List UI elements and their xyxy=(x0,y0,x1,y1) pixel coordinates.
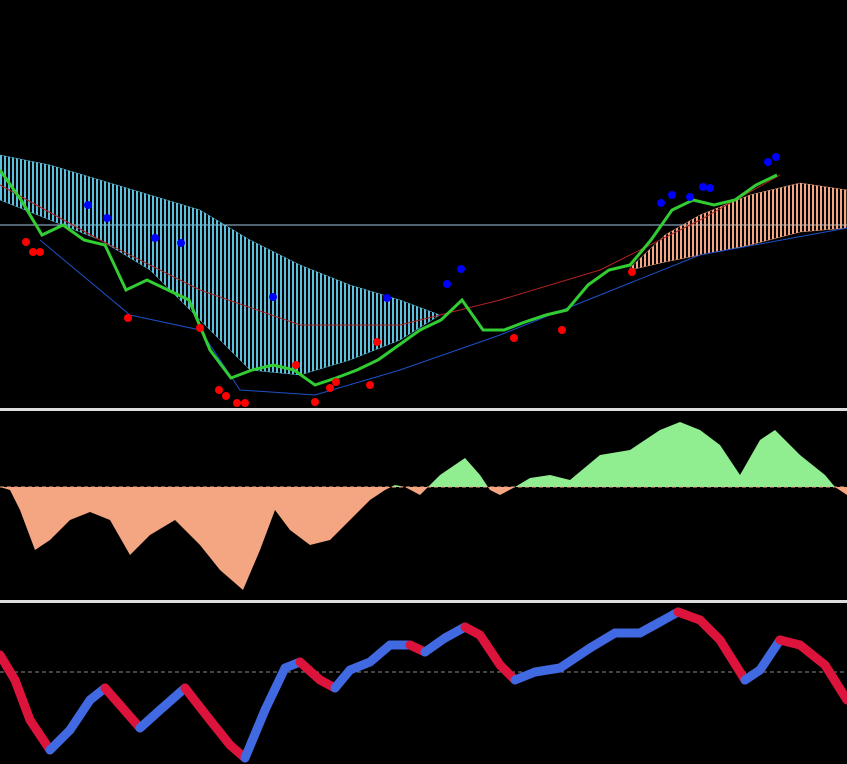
oscillator-segment xyxy=(820,660,847,705)
panel-separator xyxy=(0,600,847,603)
signal-dot xyxy=(332,378,340,386)
signal-dot xyxy=(657,199,665,207)
oscillator-segment xyxy=(585,628,620,653)
signal-dot xyxy=(311,398,319,406)
signal-dot xyxy=(686,193,694,201)
signal-dot xyxy=(222,392,230,400)
positive-area xyxy=(0,422,847,487)
signal-dot xyxy=(103,214,111,222)
oscillator-segment xyxy=(115,700,145,733)
signal-dot xyxy=(151,234,159,242)
oscillator-segment xyxy=(65,695,95,735)
oscillator-segment xyxy=(10,675,35,725)
signal-dot xyxy=(29,248,37,256)
moving-average xyxy=(39,227,847,396)
signal-dot xyxy=(373,338,381,346)
signal-dot xyxy=(457,265,465,273)
signal-dot xyxy=(36,248,44,256)
signal-dot xyxy=(383,294,391,302)
signal-dot xyxy=(22,238,30,246)
signal-dot xyxy=(699,183,707,191)
signal-dot xyxy=(772,153,780,161)
oscillator-segment xyxy=(45,725,75,755)
signal-dot xyxy=(558,326,566,334)
signal-dot xyxy=(443,280,451,288)
signal-dot xyxy=(706,184,714,192)
cloud-band xyxy=(0,154,441,376)
price-line xyxy=(0,169,778,387)
signal-dot xyxy=(241,399,249,407)
signal-dot xyxy=(196,324,204,332)
cloud-band xyxy=(629,182,847,271)
signal-dot xyxy=(233,399,241,407)
signal-dot xyxy=(366,381,374,389)
oscillator-segment xyxy=(755,635,785,675)
oscillator-segment xyxy=(240,705,270,763)
signal-dot xyxy=(292,361,300,369)
oscillator-segment xyxy=(555,643,595,673)
signal-dot xyxy=(215,386,223,394)
oscillator-segment xyxy=(695,615,725,645)
negative-area xyxy=(0,487,847,590)
signal-dot xyxy=(510,334,518,342)
signal-dot xyxy=(177,239,185,247)
signal-dot xyxy=(124,314,132,322)
panel-separator xyxy=(0,408,847,411)
signal-dot xyxy=(764,158,772,166)
signal-dot xyxy=(628,268,636,276)
oscillator-segment xyxy=(795,640,830,670)
oscillator-segment xyxy=(25,715,55,755)
signal-dot xyxy=(84,201,92,209)
oscillator-segment xyxy=(205,715,235,750)
oscillator-segment xyxy=(715,635,750,685)
oscillator-segment xyxy=(260,663,290,715)
signal-dot xyxy=(668,191,676,199)
oscillator-segment xyxy=(475,630,505,670)
oscillator-segment xyxy=(155,683,190,715)
moving-average xyxy=(0,174,781,326)
oscillator-segment xyxy=(180,683,215,725)
signal-dot xyxy=(269,293,277,301)
oscillator-segment xyxy=(0,650,20,685)
signal-dot xyxy=(326,384,334,392)
